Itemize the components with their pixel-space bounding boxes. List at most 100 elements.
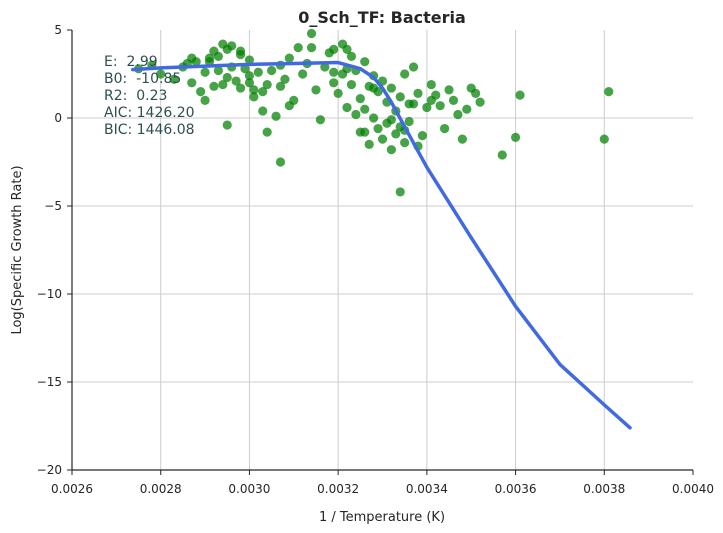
x-tick-label: 0.0034 [406,482,448,496]
data-point [196,87,206,97]
fit-stat-line: B0: -10.85 [104,71,181,87]
data-point [284,53,294,63]
data-point [475,97,485,107]
data-point [204,57,215,67]
x-tick-label: 0.0026 [51,482,93,496]
data-point [346,51,357,62]
x-tick-label: 0.0040 [672,482,714,496]
data-point [462,104,472,114]
x-tick-label: 0.0038 [583,482,625,496]
data-point [408,99,419,109]
data-point [231,76,241,86]
data-point [453,109,463,120]
data-point [280,74,290,84]
data-point [249,92,259,102]
data-point [360,127,370,137]
data-point [386,145,396,155]
fit-curve [131,60,632,430]
data-point [413,88,423,98]
data-point [604,87,614,97]
data-point [200,95,210,105]
x-tick-label: 0.0032 [317,482,359,496]
data-point [342,44,352,54]
data-point [329,44,339,54]
data-point [417,131,428,141]
data-point [222,120,232,130]
data-point [222,72,232,83]
data-point [275,81,286,91]
data-point [395,92,405,102]
data-point [373,123,383,134]
fit-stat-line: AIC: 1426.20 [104,105,195,121]
data-point [329,78,339,88]
data-point [262,127,272,137]
data-point [293,43,303,53]
data-point [360,104,370,114]
data-point [369,113,379,123]
axes [67,29,694,475]
data-point [342,102,352,113]
data-point [262,79,272,90]
y-tick-label: 0 [54,111,62,125]
data-point [253,67,263,77]
data-point [386,115,396,125]
data-point [187,53,197,63]
fit-stat-line: R2: 0.23 [104,88,167,104]
y-tick-label: −10 [37,287,62,301]
data-point [187,78,197,88]
fit-line [131,60,632,430]
data-point [267,65,277,76]
data-point [284,101,294,111]
data-point [235,83,246,93]
data-point [315,115,325,125]
data-point [156,69,166,79]
data-point [457,134,467,144]
data-point [306,43,317,53]
x-axis-label: 1 / Temperature (K) [319,510,445,525]
data-point [235,46,246,56]
data-point [218,79,228,90]
data-point [510,132,521,142]
data-point [471,88,481,98]
data-point [364,139,374,149]
data-point [497,150,507,160]
data-point [244,71,255,81]
y-tick-label: 5 [54,23,62,37]
data-point [444,85,454,95]
chart-title: 0_Sch_TF: Bacteria [298,8,466,27]
data-point [271,111,281,121]
x-tick-label: 0.0028 [140,482,182,496]
data-point [360,57,370,67]
data-point [355,94,365,104]
data-point [404,116,414,127]
data-point [400,138,410,148]
data-point [369,83,379,93]
data-point [448,95,459,105]
data-point [408,62,419,72]
data-point [422,102,432,113]
data-point [377,134,388,144]
grid [72,30,693,470]
fit-stat-line: BIC: 1446.08 [104,122,195,138]
data-point [426,95,436,105]
data-point [333,88,343,98]
data-point [258,87,268,97]
tick-labels: 0.0026 0.0028 0.0030 0.0032 0.0034 0.0036 0.00… [37,23,714,496]
data-point [386,83,396,93]
data-point [391,129,401,139]
data-point [258,106,268,116]
data-point [320,62,330,72]
data-point [426,79,436,90]
data-point [209,81,219,91]
data-point [311,85,321,95]
fit-stat-line: E: 2.99 [104,54,158,70]
data-point [599,134,609,144]
y-tick-label: −5 [44,199,62,213]
data-point [213,65,223,76]
data-point [306,28,317,39]
data-point [244,55,255,65]
y-axis-label: Log(Specific Growth Rate) [10,165,25,334]
data-point [395,187,405,197]
